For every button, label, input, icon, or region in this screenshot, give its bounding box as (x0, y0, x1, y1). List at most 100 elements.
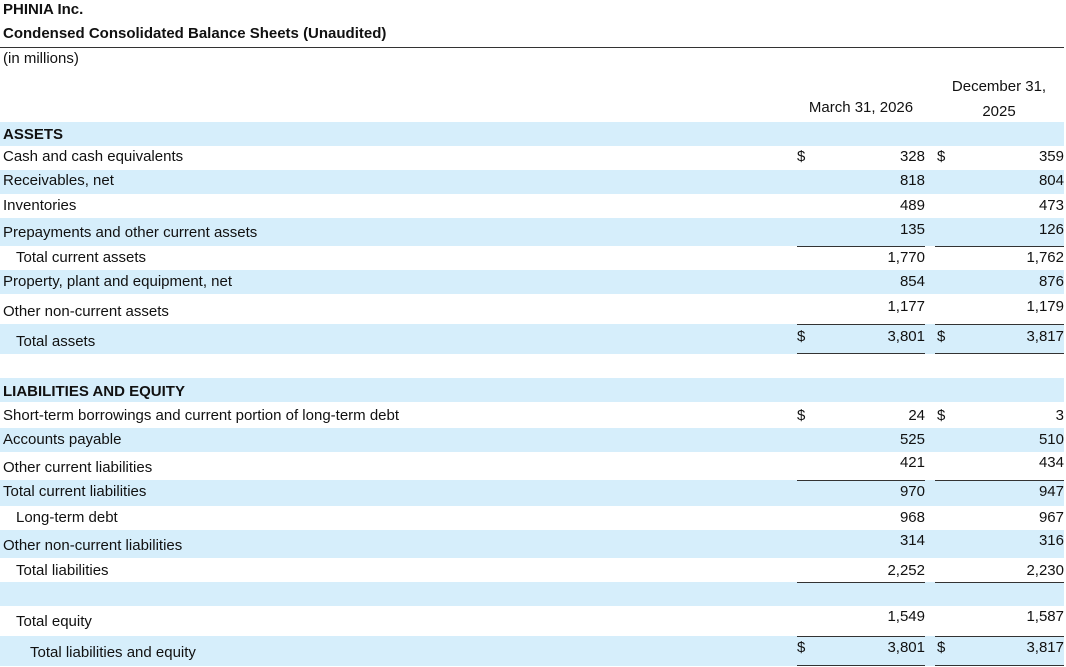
currency-symbol: $ (937, 328, 946, 345)
value-march-2026: 970 (899, 483, 925, 500)
currency-symbol: $ (797, 639, 806, 656)
table-row: ASSETS (0, 122, 1064, 146)
table-row: Total current assets 1,770 1,762 (0, 246, 1064, 270)
table-row: Receivables, net 818 804 (0, 170, 1064, 194)
value-december-2025: 3,817 (1026, 639, 1064, 656)
value-december-2025: 434 (1038, 454, 1064, 471)
row-label: Total liabilities and equity (30, 644, 196, 661)
table-row: LIABILITIES AND EQUITY (0, 378, 1064, 402)
currency-symbol: $ (937, 639, 946, 656)
value-march-2026: 489 (899, 197, 925, 214)
value-march-2026: 854 (899, 273, 925, 290)
value-december-2025: 126 (1038, 221, 1064, 238)
title-divider (0, 47, 1064, 48)
value-march-2026: 3,801 (887, 328, 925, 345)
value-december-2025: 876 (1038, 273, 1064, 290)
row-label: Total current liabilities (3, 483, 147, 500)
value-december-2025: 804 (1038, 172, 1064, 189)
row-label: LIABILITIES AND EQUITY (3, 383, 185, 400)
row-label: Total current assets (16, 249, 147, 266)
value-december-2025: 1,762 (1026, 249, 1064, 266)
value-december-2025: 2,230 (1026, 562, 1064, 579)
currency-symbol: $ (797, 148, 806, 165)
currency-symbol: $ (797, 407, 806, 424)
currency-symbol: $ (937, 148, 946, 165)
column-header-december-2025: December 31, 2025 (935, 74, 1063, 124)
currency-symbol: $ (937, 407, 946, 424)
row-label: Accounts payable (3, 431, 122, 448)
value-march-2026: 1,549 (887, 608, 925, 625)
value-march-2026: 2,252 (887, 562, 925, 579)
value-march-2026: 1,177 (887, 298, 925, 315)
units-note: (in millions) (3, 50, 79, 67)
subtotal-rule (935, 353, 1064, 354)
table-row: Inventories 489 473 (0, 194, 1064, 218)
value-march-2026: 135 (899, 221, 925, 238)
value-december-2025: 1,587 (1026, 608, 1064, 625)
row-label: Other current liabilities (3, 459, 153, 476)
row-label: Cash and cash equivalents (3, 148, 184, 165)
subtotal-rule (935, 324, 1064, 325)
table-row: Property, plant and equipment, net 854 876 (0, 270, 1064, 294)
table-row: Total liabilities 2,252 2,230 (0, 558, 1064, 582)
subtotal-rule (935, 246, 1064, 247)
table-row: Long-term debt 968 967 (0, 506, 1064, 530)
table-row: Total equity 1,549 1,587 (0, 606, 1064, 636)
table-row: Total assets $3,801 $3,817 (0, 324, 1064, 354)
subtotal-rule (935, 480, 1064, 481)
company-name: PHINIA Inc. (3, 1, 84, 18)
column-header-december-line2: 2025 (982, 103, 1016, 120)
row-label: Total assets (16, 333, 96, 350)
row-label: Long-term debt (16, 509, 118, 526)
column-header-march-2026: March 31, 2026 (808, 99, 914, 116)
table-row: Total current liabilities 970 947 (0, 480, 1064, 506)
value-march-2026: 968 (899, 509, 925, 526)
value-december-2025: 3,817 (1026, 328, 1064, 345)
subtotal-rule (797, 353, 925, 354)
row-label: ASSETS (3, 126, 64, 143)
value-december-2025: 473 (1038, 197, 1064, 214)
value-march-2026: 24 (908, 407, 925, 424)
table-row: Cash and cash equivalents $328 $359 (0, 146, 1064, 170)
table-row: Other non-current assets 1,177 1,179 (0, 294, 1064, 324)
row-label: Other non-current liabilities (3, 537, 183, 554)
value-march-2026: 818 (899, 172, 925, 189)
table-row: Short-term borrowings and current portio… (0, 402, 1064, 428)
row-label: Short-term borrowings and current portio… (3, 407, 400, 424)
value-december-2025: 947 (1038, 483, 1064, 500)
table-row: Accounts payable 525 510 (0, 428, 1064, 452)
subtotal-rule (797, 324, 925, 325)
currency-symbol: $ (797, 328, 806, 345)
table-row (0, 582, 1064, 606)
statement-title: Condensed Consolidated Balance Sheets (U… (3, 25, 387, 42)
value-december-2025: 1,179 (1026, 298, 1064, 315)
subtotal-rule (935, 582, 1064, 583)
value-march-2026: 525 (899, 431, 925, 448)
value-march-2026: 314 (899, 532, 925, 549)
subtotal-rule (797, 246, 925, 247)
subtotal-rule (797, 665, 925, 666)
value-march-2026: 328 (899, 148, 925, 165)
row-label: Total equity (16, 613, 92, 630)
value-december-2025: 3 (1055, 407, 1064, 424)
row-label: Total liabilities (16, 562, 109, 579)
value-march-2026: 421 (899, 454, 925, 471)
value-march-2026: 3,801 (887, 639, 925, 656)
table-row: Other non-current liabilities 314 316 (0, 530, 1064, 558)
value-december-2025: 316 (1038, 532, 1064, 549)
subtotal-rule (797, 636, 925, 637)
row-label: Property, plant and equipment, net (3, 273, 233, 290)
value-december-2025: 510 (1038, 431, 1064, 448)
row-label: Receivables, net (3, 172, 114, 189)
table-row: Prepayments and other current assets 135 1… (0, 218, 1064, 246)
subtotal-rule (797, 480, 925, 481)
subtotal-rule (935, 665, 1064, 666)
row-label: Prepayments and other current assets (3, 224, 258, 241)
value-march-2026: 1,770 (887, 249, 925, 266)
value-december-2025: 359 (1038, 148, 1064, 165)
subtotal-rule (935, 636, 1064, 637)
subtotal-rule (797, 582, 925, 583)
table-row (0, 354, 1064, 378)
table-row: Total liabilities and equity $3,801 $3,817 (0, 636, 1064, 666)
value-december-2025: 967 (1038, 509, 1064, 526)
